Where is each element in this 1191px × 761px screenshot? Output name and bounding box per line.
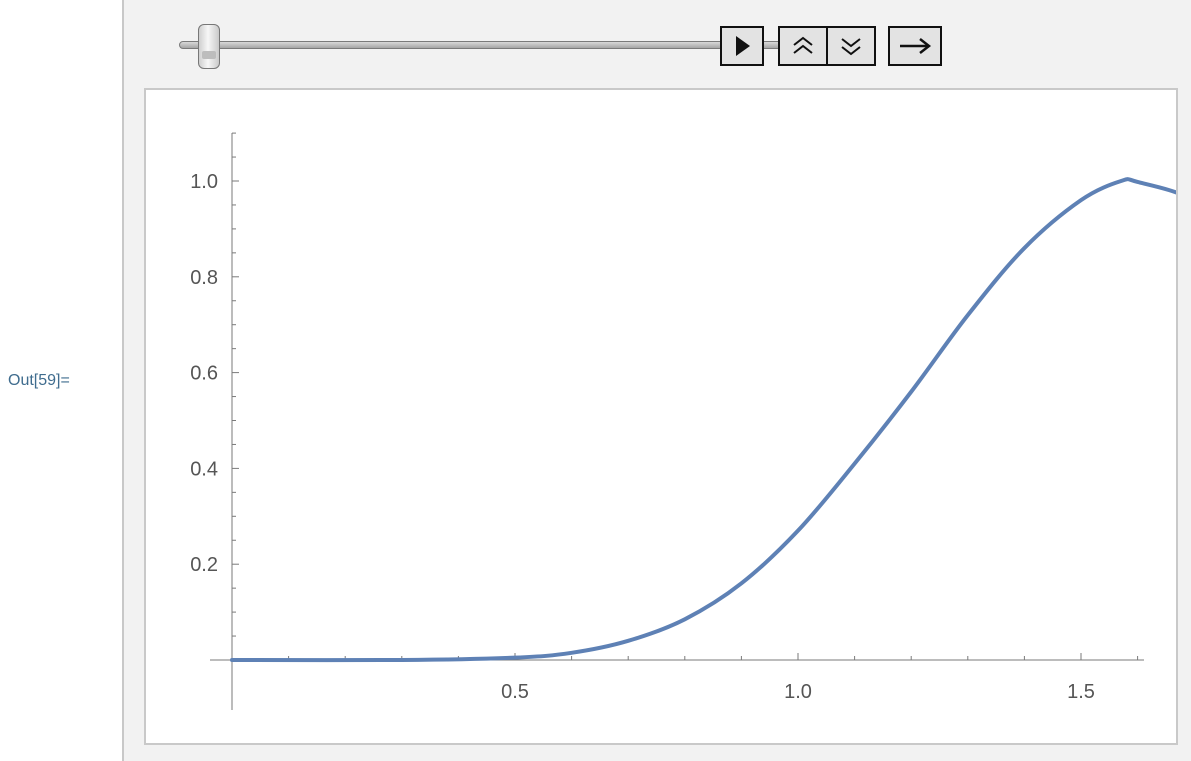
y-tick-label: 0.8 <box>190 267 218 289</box>
y-tick-label: 0.2 <box>190 554 218 576</box>
play-icon <box>736 36 750 56</box>
play-button[interactable] <box>720 26 764 66</box>
parameter-slider-thumb[interactable] <box>197 24 220 69</box>
x-tick-label: 0.5 <box>501 681 529 703</box>
y-tick-label: 0.6 <box>190 363 218 385</box>
animation-controls <box>124 0 1191 88</box>
manipulate-panel: 0.51.01.52.02.53.00.20.40.60.81.0 <box>122 0 1191 761</box>
direction-button[interactable] <box>888 26 942 66</box>
faster-button[interactable] <box>780 28 826 64</box>
y-tick-label: 0.4 <box>190 458 218 480</box>
right-arrow-icon <box>900 38 932 54</box>
line-chart: 0.51.01.52.02.53.00.20.40.60.81.0 <box>190 132 1191 710</box>
x-tick-label: 1.0 <box>784 681 812 703</box>
series-line <box>230 177 1191 663</box>
double-chevron-up-icon <box>793 36 813 54</box>
y-tick-label: 1.0 <box>190 171 218 193</box>
x-tick-label: 1.5 <box>1067 681 1095 703</box>
speed-button-group <box>778 26 876 66</box>
slower-button[interactable] <box>826 28 874 64</box>
plot-frame: 0.51.01.52.02.53.00.20.40.60.81.0 <box>144 88 1191 745</box>
double-chevron-down-icon <box>841 38 861 56</box>
output-cell-label: Out[59]= <box>8 372 70 389</box>
